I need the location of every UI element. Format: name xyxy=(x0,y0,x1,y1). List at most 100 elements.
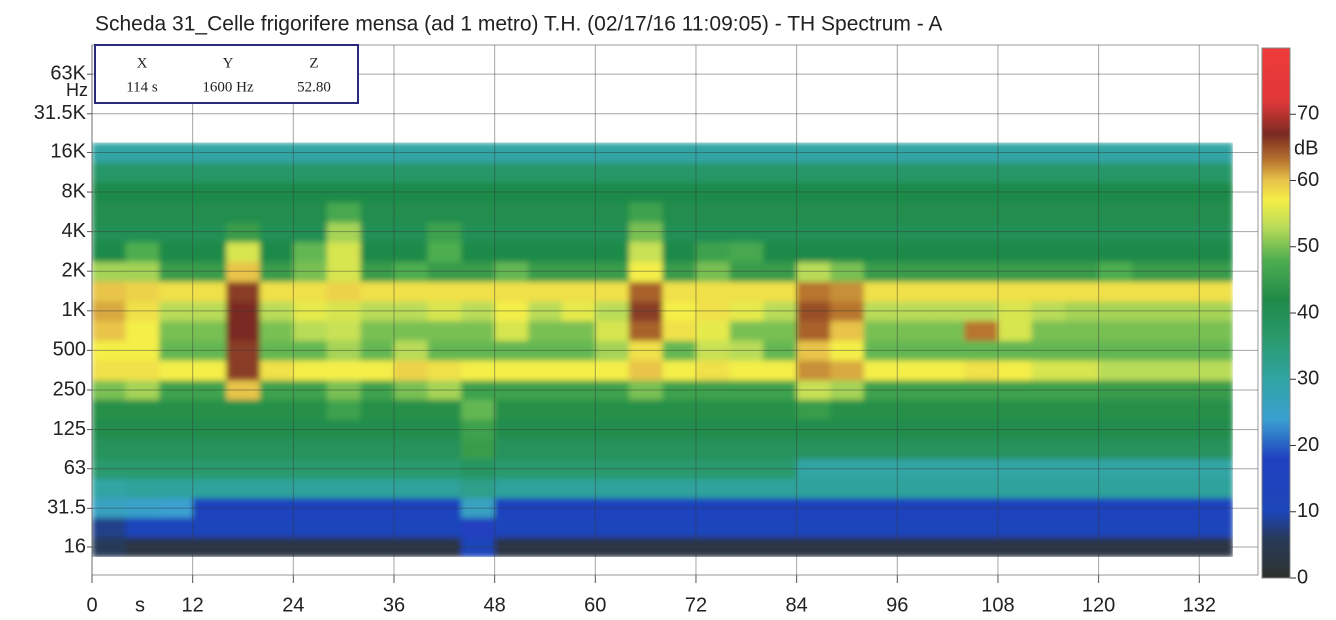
heat-cell xyxy=(830,222,864,242)
heat-cell xyxy=(226,242,260,262)
x-axis-label: s xyxy=(135,594,145,616)
heat-cell xyxy=(629,498,663,518)
heat-cell xyxy=(864,439,898,459)
heat-cell xyxy=(696,162,730,182)
heat-cell xyxy=(998,222,1032,242)
heat-cell xyxy=(730,517,764,537)
heat-cell xyxy=(797,321,831,341)
heat-cell xyxy=(260,478,294,498)
heat-cell xyxy=(159,439,193,459)
heat-cell xyxy=(92,162,126,182)
heat-cell xyxy=(428,360,462,380)
y-tick-label: 16 xyxy=(64,535,86,557)
heat-cell xyxy=(931,498,965,518)
heat-cell xyxy=(797,478,831,498)
x-tick-label: 12 xyxy=(182,594,204,616)
heat-cell xyxy=(1199,162,1233,182)
heat-cell xyxy=(394,242,428,262)
heat-cell xyxy=(1132,281,1166,301)
heat-cell xyxy=(461,360,495,380)
cursor-value: 1600 Hz xyxy=(202,79,254,95)
heat-cell xyxy=(1065,262,1099,282)
heat-cell xyxy=(327,222,361,242)
heat-cell xyxy=(260,262,294,282)
heat-cell xyxy=(495,262,529,282)
heat-cell xyxy=(1032,517,1066,537)
heat-cell xyxy=(931,162,965,182)
heat-cell xyxy=(629,399,663,419)
heat-cell xyxy=(126,360,160,380)
heat-cell xyxy=(327,162,361,182)
heat-cell xyxy=(931,399,965,419)
heat-cell xyxy=(1032,242,1066,262)
heat-cell xyxy=(1032,262,1066,282)
heat-cell xyxy=(1166,281,1200,301)
heat-cell xyxy=(193,478,227,498)
heat-cell xyxy=(730,242,764,262)
heat-cell xyxy=(126,281,160,301)
heat-cell xyxy=(864,242,898,262)
x-tick-label: 0 xyxy=(86,594,97,616)
heat-cell xyxy=(763,242,797,262)
heat-cell xyxy=(562,498,596,518)
heat-cell xyxy=(662,281,696,301)
heat-cell xyxy=(293,478,327,498)
heat-cell xyxy=(998,360,1032,380)
heat-cell xyxy=(797,242,831,262)
heat-cell xyxy=(696,321,730,341)
heat-cell xyxy=(629,281,663,301)
heat-cell xyxy=(964,202,998,222)
heat-cell xyxy=(1199,478,1233,498)
heat-cell xyxy=(562,262,596,282)
heat-cell xyxy=(1199,262,1233,282)
heat-cell xyxy=(92,202,126,222)
heat-cell xyxy=(394,202,428,222)
heat-cell xyxy=(260,321,294,341)
heat-cell xyxy=(864,360,898,380)
heat-cell xyxy=(696,399,730,419)
heat-cell xyxy=(528,498,562,518)
heat-cell xyxy=(193,517,227,537)
heat-cell xyxy=(595,439,629,459)
heat-cell xyxy=(92,517,126,537)
heat-cell xyxy=(1166,478,1200,498)
heat-cell xyxy=(830,242,864,262)
heat-cell xyxy=(226,222,260,242)
x-tick-label: 72 xyxy=(685,594,707,616)
y-tick-label: 500 xyxy=(53,339,86,361)
heat-cell xyxy=(662,478,696,498)
heat-cell xyxy=(293,281,327,301)
heat-cell xyxy=(226,498,260,518)
heat-cell xyxy=(1166,162,1200,182)
heat-cell xyxy=(528,222,562,242)
x-tick-label: 60 xyxy=(584,594,606,616)
heat-cell xyxy=(1065,281,1099,301)
heat-cell xyxy=(1099,222,1133,242)
heat-cell xyxy=(629,321,663,341)
heat-cell xyxy=(830,162,864,182)
heat-cell xyxy=(159,478,193,498)
chart: 012243648607284961081201321631.563125250… xyxy=(0,0,1336,620)
heat-cell xyxy=(595,478,629,498)
heat-cell xyxy=(461,439,495,459)
heat-cell xyxy=(931,321,965,341)
heat-cell xyxy=(629,439,663,459)
heat-cell xyxy=(830,360,864,380)
heat-cell xyxy=(1065,399,1099,419)
heat-cell xyxy=(1032,162,1066,182)
heat-cell xyxy=(126,262,160,282)
heat-cell xyxy=(662,439,696,459)
heat-cell xyxy=(562,281,596,301)
heat-cell xyxy=(696,478,730,498)
heat-cell xyxy=(1199,439,1233,459)
heat-cell xyxy=(830,498,864,518)
heat-cell xyxy=(159,202,193,222)
heat-cell xyxy=(428,162,462,182)
cursor-label: Z xyxy=(309,55,318,71)
heat-cell xyxy=(260,242,294,262)
heat-cell xyxy=(696,517,730,537)
heat-cell xyxy=(897,439,931,459)
heat-cell xyxy=(730,202,764,222)
heat-cell xyxy=(897,399,931,419)
heat-cell xyxy=(897,281,931,301)
